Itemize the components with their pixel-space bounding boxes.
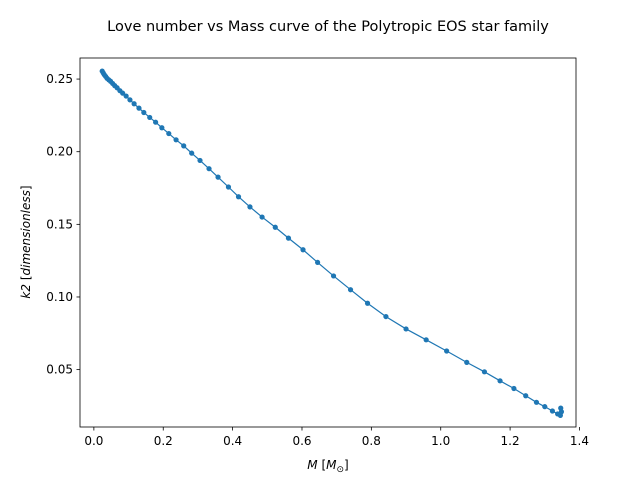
data-point [215,174,221,180]
data-point [272,224,278,230]
data-point [383,313,389,320]
data-point [497,378,503,384]
x-axis-label-unit: M [326,458,337,472]
data-point [123,93,129,99]
y-tick-label: 0.10 [46,290,73,304]
data-point [403,326,409,332]
data-point [330,273,337,279]
data-point [314,259,321,266]
x-axis: 0.0 0.2 0.4 0.6 0.8 1.0 1.2 1.4 [84,427,589,448]
data-point [464,359,470,365]
y-axis-label-close: ] [19,185,33,190]
chart-title: Love number vs Mass curve of the Polytro… [107,19,549,35]
data-point [225,184,232,190]
series-markers [99,68,565,418]
data-point [259,214,265,220]
data-point [542,404,548,410]
data-point [235,194,242,200]
x-tick-label: 1.2 [501,434,520,448]
x-tick-label: 0.6 [292,434,311,448]
data-point [523,393,529,399]
data-point [147,114,153,121]
data-point [141,109,147,116]
data-point [153,119,159,125]
data-point [558,405,564,411]
x-tick-label: 1.0 [431,434,450,448]
data-point [166,130,172,137]
x-axis-label-open: [ [318,458,327,472]
y-axis-label-var: k2 [19,284,33,299]
data-point [423,337,429,343]
data-point [136,105,142,111]
y-tick-label: 0.20 [46,145,73,159]
plot-area [79,57,577,428]
y-axis-label: k2 [dimensionless] [19,185,33,298]
x-axis-label-sub: ⊙ [336,465,344,475]
y-axis-label-unit: dimensionless [19,190,33,275]
data-point [247,204,253,210]
data-point [533,399,540,405]
data-point [206,166,212,172]
data-point [189,150,195,156]
data-point [127,97,133,103]
data-point [285,235,292,241]
data-point [159,125,165,131]
y-tick-label: 0.05 [46,363,73,377]
y-tick-label: 0.25 [46,72,73,86]
data-point [300,247,306,253]
axes-frame [79,57,577,428]
x-tick-label: 0.0 [84,434,103,448]
x-tick-label: 0.8 [362,434,381,448]
data-point [347,287,354,293]
y-axis-label-open: [ [19,275,33,284]
data-point [364,300,371,306]
data-point [481,369,488,375]
x-tick-label: 0.2 [154,434,173,448]
x-tick-label: 0.4 [223,434,242,448]
data-point [549,408,556,414]
data-point [131,101,137,107]
x-tick-label: 1.4 [570,434,589,448]
data-point [173,137,179,143]
x-axis-label-close: ] [344,458,349,472]
data-point [197,157,203,164]
data-point [511,385,517,392]
x-axis-label: M [M⊙] [307,458,348,475]
x-axis-label-var: M [307,458,318,472]
y-axis: 0.05 0.10 0.15 0.20 0.25 [46,72,80,377]
data-point [120,90,126,96]
y-tick-label: 0.15 [46,217,73,231]
data-point [444,348,450,354]
data-point [181,143,187,149]
